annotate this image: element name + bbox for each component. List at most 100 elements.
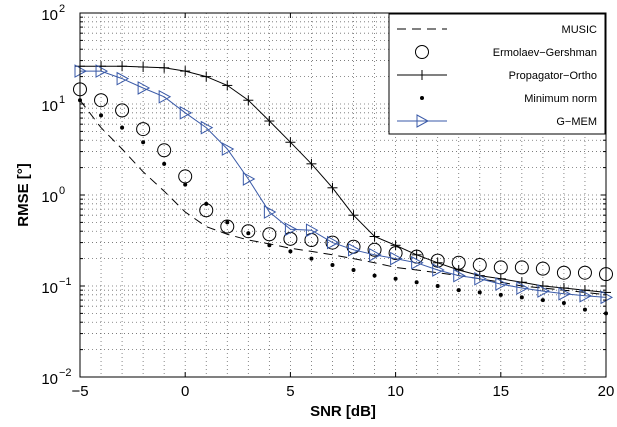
triangle-marker (221, 142, 235, 156)
plus-marker (285, 137, 296, 148)
dot-marker (519, 295, 524, 300)
dot-marker (288, 249, 293, 254)
x-tick-label: 10 (387, 383, 404, 400)
dot-marker (183, 182, 188, 187)
series-minimum-norm (78, 98, 608, 316)
plus-marker (264, 116, 275, 127)
series-line (79, 99, 607, 296)
plus-marker (180, 66, 191, 77)
triangle-marker (284, 222, 298, 237)
dot-marker (204, 201, 209, 206)
dot-marker (420, 96, 424, 100)
x-tick-label: 20 (598, 383, 615, 400)
y-tick-label: 10 −2 (41, 367, 71, 388)
dot-marker (309, 256, 314, 261)
dot-marker (351, 267, 356, 272)
triangle-marker (326, 235, 340, 250)
dot-marker (414, 280, 419, 285)
triangle-marker (158, 89, 172, 104)
triangle-marker (179, 105, 193, 120)
y-tick-exponent: 0 (59, 185, 65, 197)
circle-marker (136, 122, 151, 137)
dot-marker (246, 231, 251, 236)
x-tick-label: 5 (286, 383, 294, 400)
triangle-marker (411, 255, 424, 270)
dot-marker (267, 243, 272, 248)
legend-label: Minimum norm (524, 93, 597, 105)
circle-marker (514, 260, 529, 275)
legend-entry: Ermolaev−Gershman (415, 45, 597, 59)
plus-marker (201, 71, 212, 82)
circle-marker (415, 45, 429, 59)
plus-marker (558, 283, 569, 294)
triangle-marker (116, 71, 130, 86)
plus-marker (432, 257, 443, 268)
dot-marker (393, 276, 398, 281)
triangle-marker (416, 114, 430, 128)
y-tick-label: 10 −1 (41, 276, 71, 297)
plus-marker (117, 61, 128, 72)
y-tick-base: 10 (41, 280, 58, 297)
triangle-marker (495, 277, 508, 291)
y-tick-base: 10 (41, 98, 58, 115)
plus-marker (369, 231, 380, 242)
y-tick-base: 10 (41, 7, 58, 24)
axis-ticks (79, 12, 607, 378)
triangle-marker (579, 288, 593, 303)
y-tick-exponent: −1 (59, 276, 72, 288)
plus-marker (159, 62, 170, 73)
series-line (80, 70, 607, 298)
y-axis-label: RMSE [°] (15, 163, 32, 227)
plus-marker (306, 158, 317, 169)
dot-marker (540, 298, 545, 303)
triangle-marker (305, 223, 319, 238)
dot-marker (330, 263, 335, 268)
legend-box (388, 13, 606, 135)
y-tick-base: 10 (41, 371, 58, 388)
triangle-marker (137, 81, 151, 95)
x-tick-label: 15 (492, 383, 509, 400)
y-tick-label: 10 0 (41, 185, 65, 206)
triangle-marker (369, 247, 382, 262)
dot-marker (456, 288, 461, 293)
triangle-marker (263, 205, 277, 219)
legend-label: G−MEM (556, 116, 597, 128)
legend: MUSIC Ermolaev−Gershman Propagator−Ortho Mi… (388, 13, 606, 135)
legend-label: Propagator−Ortho (509, 70, 597, 82)
dot-marker (120, 125, 125, 130)
plus-marker (348, 210, 359, 221)
legend-entry: G−MEM (397, 114, 597, 128)
y-tick-exponent: 1 (59, 94, 65, 106)
x-tick-label: −5 (71, 383, 88, 400)
series-music (79, 99, 607, 296)
x-axis-label: SNR [dB] (310, 403, 376, 420)
triangle-marker (242, 172, 256, 186)
legend-label: Ermolaev−Gershman (493, 47, 597, 59)
triangle-marker (558, 287, 571, 301)
dot-marker (99, 113, 104, 118)
legend-entry: Propagator−Ortho (397, 70, 597, 82)
plus-marker (411, 249, 422, 260)
dot-marker (498, 292, 503, 297)
triangle-marker (95, 64, 109, 78)
circle-marker (556, 265, 571, 280)
triangle-marker (390, 251, 403, 266)
circle-marker (220, 219, 235, 234)
dot-marker (225, 220, 230, 225)
legend-entry: MUSIC (397, 24, 597, 36)
circle-marker (94, 93, 109, 108)
plus-marker (222, 80, 233, 91)
plus-marker (327, 182, 338, 193)
circle-marker (367, 242, 382, 257)
triangle-marker (453, 268, 466, 283)
dot-marker (162, 161, 167, 166)
circle-marker (535, 261, 550, 276)
x-tick-labels: −5 0 5 10 15 20 (71, 383, 614, 400)
y-tick-exponent: −2 (59, 367, 72, 379)
y-tick-base: 10 (41, 189, 58, 206)
legend-label: MUSIC (562, 24, 598, 36)
plus-marker (417, 70, 427, 80)
plus-marker (390, 240, 401, 251)
